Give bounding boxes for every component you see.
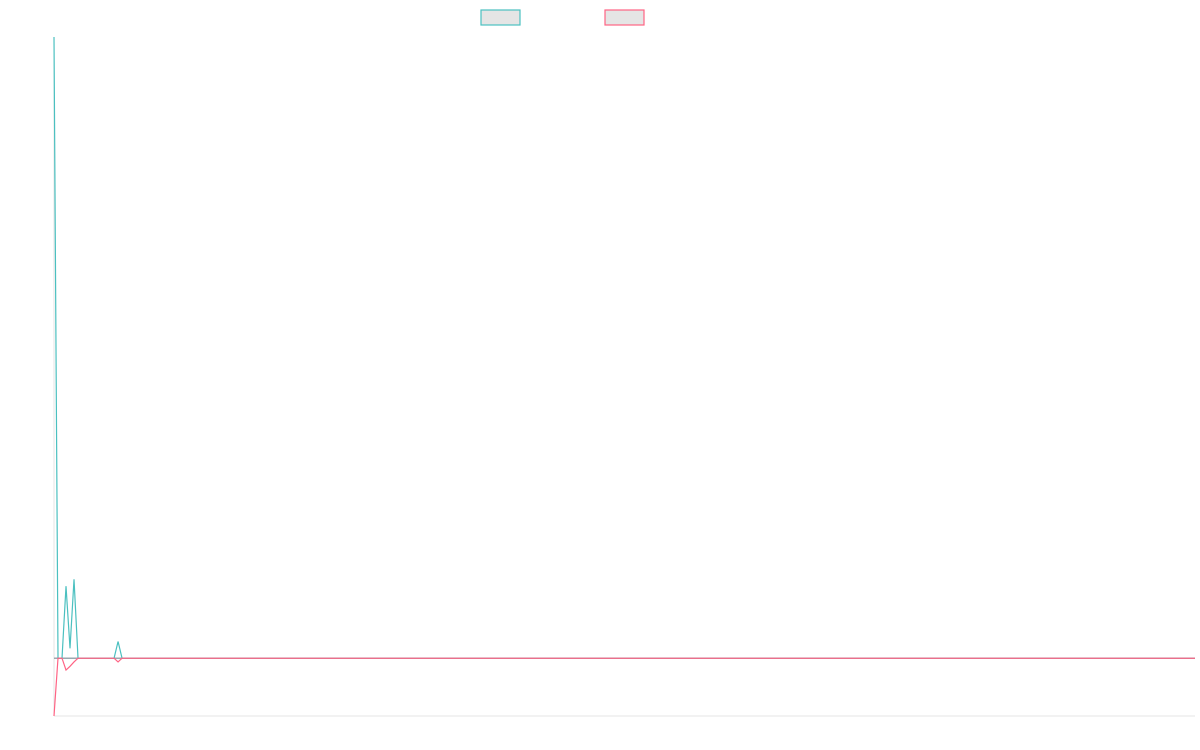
legend bbox=[480, 9, 645, 26]
legend-swatch-2[interactable] bbox=[604, 9, 645, 26]
legend-swatch-1[interactable] bbox=[480, 9, 521, 26]
series-1-line bbox=[53, 36, 1195, 659]
series-2-line bbox=[53, 657, 1195, 717]
